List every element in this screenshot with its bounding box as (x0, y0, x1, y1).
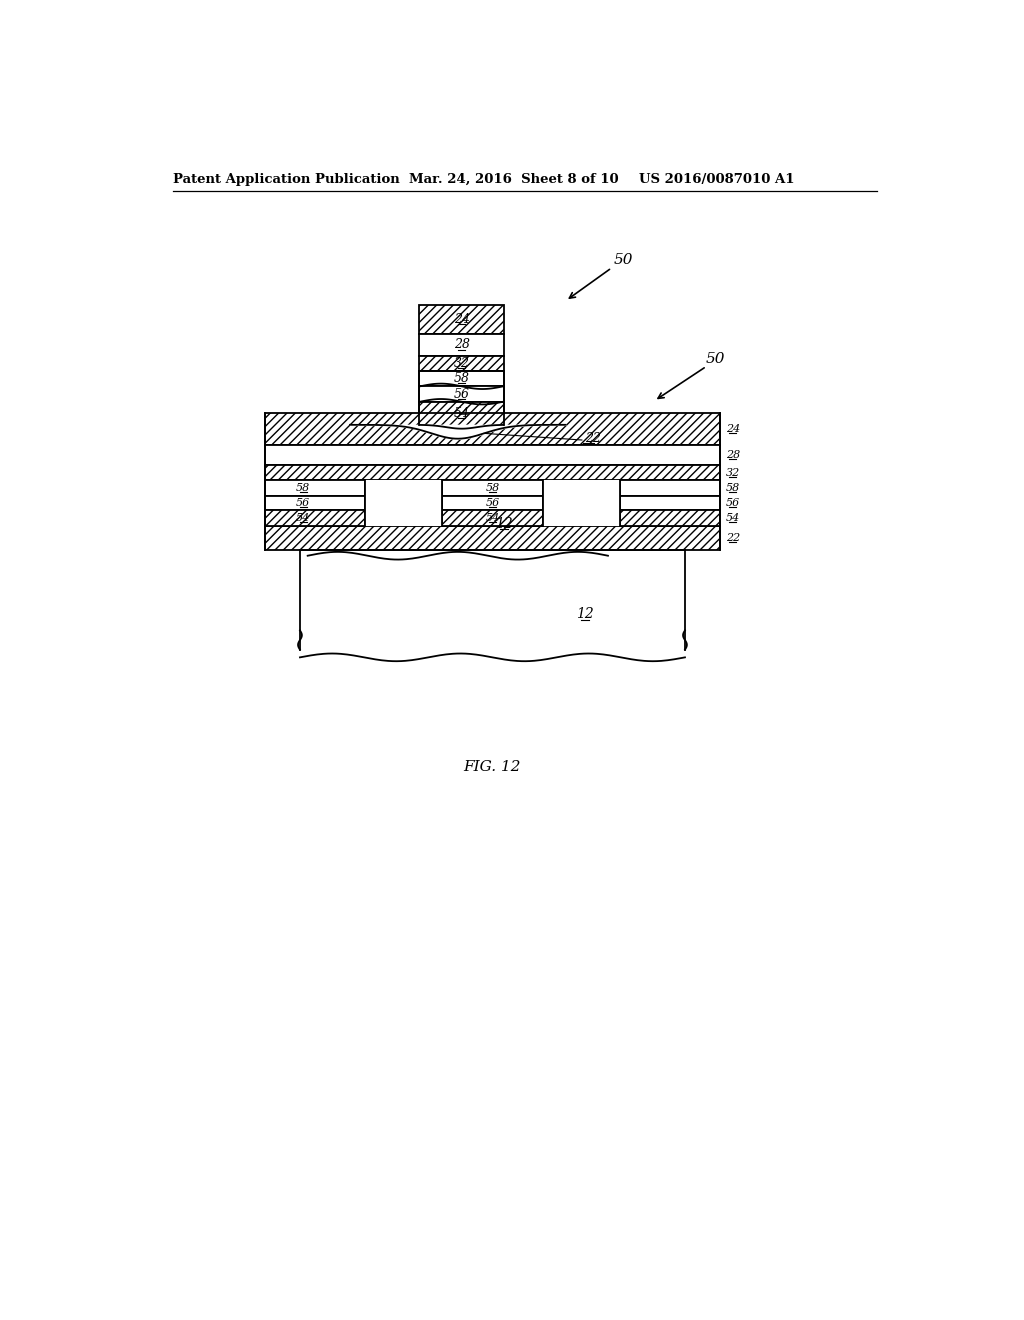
Text: Mar. 24, 2016  Sheet 8 of 10: Mar. 24, 2016 Sheet 8 of 10 (410, 173, 618, 186)
Text: FIG. 11: FIG. 11 (429, 513, 486, 527)
Text: 58: 58 (726, 483, 739, 492)
Text: 58: 58 (296, 483, 310, 492)
Bar (419, 305, 504, 334)
Bar (620, 480, 720, 496)
Bar (265, 465, 720, 480)
Bar (265, 495, 366, 510)
Bar (350, 425, 565, 471)
Text: 28: 28 (454, 338, 470, 351)
Text: 32: 32 (454, 356, 470, 370)
Bar (265, 510, 366, 527)
Text: 50: 50 (613, 253, 633, 267)
Text: 58: 58 (485, 483, 500, 492)
Text: 12: 12 (575, 607, 594, 622)
Text: 54: 54 (726, 513, 739, 523)
Bar (265, 445, 720, 465)
Bar (620, 495, 720, 510)
Text: 54: 54 (485, 513, 500, 523)
Bar (366, 480, 442, 527)
Text: Patent Application Publication: Patent Application Publication (173, 173, 399, 186)
Bar (442, 495, 543, 510)
Bar (620, 510, 720, 527)
Bar (419, 387, 504, 401)
Text: 22: 22 (726, 533, 739, 543)
Text: 56: 56 (485, 498, 500, 508)
Text: 58: 58 (454, 372, 470, 385)
Text: US 2016/0087010 A1: US 2016/0087010 A1 (639, 173, 795, 186)
Text: 24: 24 (726, 424, 739, 434)
Text: 24: 24 (454, 313, 470, 326)
Bar (419, 371, 504, 387)
Text: 32: 32 (726, 467, 739, 478)
Text: 54: 54 (454, 407, 470, 420)
Text: 12: 12 (496, 516, 513, 531)
Text: 22: 22 (585, 432, 601, 445)
Bar (265, 480, 366, 496)
Bar (419, 355, 504, 371)
Text: 54: 54 (296, 513, 310, 523)
Bar (265, 413, 720, 445)
Text: 56: 56 (726, 498, 739, 508)
Bar (265, 527, 720, 549)
Bar (442, 510, 543, 527)
Bar (419, 401, 504, 425)
Bar (442, 480, 543, 496)
Text: 28: 28 (726, 450, 739, 459)
Bar (543, 480, 620, 527)
Text: FIG. 12: FIG. 12 (464, 760, 521, 774)
Bar (419, 334, 504, 355)
Text: 50: 50 (706, 351, 726, 366)
Text: 56: 56 (454, 388, 470, 400)
Text: 56: 56 (296, 498, 310, 508)
